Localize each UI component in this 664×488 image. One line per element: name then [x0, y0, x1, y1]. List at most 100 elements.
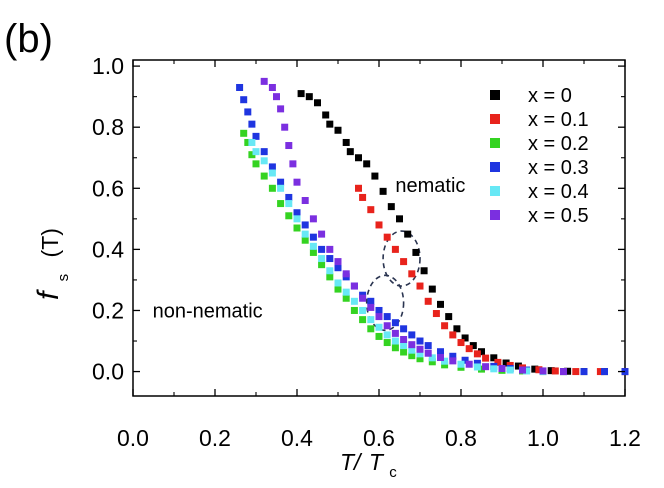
x-tick-label: 0.4 [281, 425, 313, 451]
x-tick-label: 1.0 [527, 425, 559, 451]
data-point [539, 367, 547, 375]
y-tick-label: 0.2 [92, 297, 124, 323]
y-tick-label: 0.4 [92, 236, 124, 262]
data-point [445, 313, 453, 321]
panel-label: (b) [4, 17, 53, 61]
data-point [350, 306, 358, 314]
data-point [375, 221, 383, 229]
data-point [457, 339, 465, 347]
data-point [285, 200, 293, 208]
data-point [437, 354, 444, 362]
data-point [350, 297, 358, 305]
data-point [293, 224, 301, 232]
data-point [383, 233, 391, 241]
data-point [248, 120, 256, 128]
data-point [318, 255, 326, 263]
data-point [363, 160, 371, 168]
series-0 [297, 90, 629, 376]
data-point [379, 187, 387, 195]
data-point [359, 316, 367, 324]
x-axis-title-var: T [369, 449, 385, 475]
data-point [277, 200, 285, 208]
data-point [424, 349, 432, 357]
data-point [420, 267, 428, 275]
data-point [248, 151, 256, 159]
data-point [375, 313, 383, 321]
data-point [441, 357, 449, 365]
data-point [277, 105, 285, 113]
x-tick-label: 0.0 [117, 425, 149, 451]
series-5 [260, 77, 567, 376]
data-point [355, 154, 362, 162]
data-point [572, 368, 580, 376]
data-point [428, 354, 436, 362]
data-point [408, 341, 416, 349]
x-axis-title-main: T/ [340, 449, 363, 475]
data-point [424, 342, 432, 350]
data-point [268, 184, 276, 192]
data-point [334, 285, 342, 293]
data-point [580, 368, 588, 376]
annotation-nematic: nematic [395, 175, 465, 197]
data-point [326, 245, 334, 253]
data-point [273, 93, 280, 101]
x-axis-title: T/ T c [340, 449, 397, 481]
data-point [342, 294, 350, 302]
data-point [383, 322, 391, 330]
data-point [318, 245, 326, 253]
data-point [301, 197, 309, 205]
data-point [424, 297, 432, 305]
data-point [252, 132, 260, 140]
data-point [601, 368, 608, 376]
data-point [359, 306, 367, 314]
legend-marker [490, 162, 500, 172]
data-point [359, 294, 367, 302]
data-point [391, 329, 399, 337]
data-point [359, 193, 367, 201]
data-point [478, 365, 485, 373]
legend-label: x = 0.4 [528, 181, 589, 203]
data-point [465, 360, 473, 368]
data-point [428, 358, 436, 366]
data-point [277, 178, 285, 186]
data-point [375, 332, 383, 340]
data-point [301, 236, 309, 244]
x-axis-title-sub: c [389, 464, 397, 481]
data-point [252, 160, 260, 168]
data-point [437, 348, 444, 356]
data-point [469, 342, 477, 350]
data-point [334, 258, 342, 266]
data-point [375, 306, 383, 314]
data-point [285, 142, 293, 150]
data-point [309, 248, 317, 256]
data-point [482, 354, 490, 362]
y-tick-label: 1.0 [92, 53, 124, 79]
data-point [453, 325, 461, 333]
data-point [309, 233, 317, 241]
data-point [383, 331, 391, 339]
legend-marker [490, 138, 500, 148]
data-point [400, 258, 408, 266]
data-point [449, 357, 457, 365]
y-axis-title-main: f [32, 289, 65, 300]
data-point [318, 230, 326, 238]
data-point [268, 169, 276, 177]
data-point [400, 325, 408, 333]
data-point [318, 261, 326, 269]
data-point [408, 346, 416, 354]
data-point [416, 350, 424, 358]
data-point [523, 367, 531, 375]
data-point [437, 300, 444, 308]
data-point [346, 148, 354, 156]
data-point [334, 279, 342, 287]
legend-marker [490, 186, 500, 196]
svg-text:f s (T): f s (T) [32, 228, 75, 300]
data-point [309, 242, 317, 250]
data-point [301, 221, 309, 229]
data-point [416, 345, 424, 353]
data-point [494, 358, 502, 366]
data-point [367, 303, 375, 311]
legend-label: x = 0.2 [528, 133, 589, 155]
data-point [281, 123, 289, 131]
y-tick-label: 0.6 [92, 175, 124, 201]
